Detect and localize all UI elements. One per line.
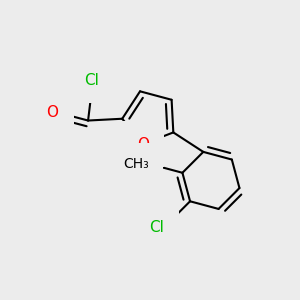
Text: Cl: Cl — [85, 73, 100, 88]
Text: O: O — [46, 105, 58, 120]
Text: CH₃: CH₃ — [124, 157, 149, 171]
Text: Cl: Cl — [149, 220, 164, 235]
Text: O: O — [137, 136, 149, 152]
